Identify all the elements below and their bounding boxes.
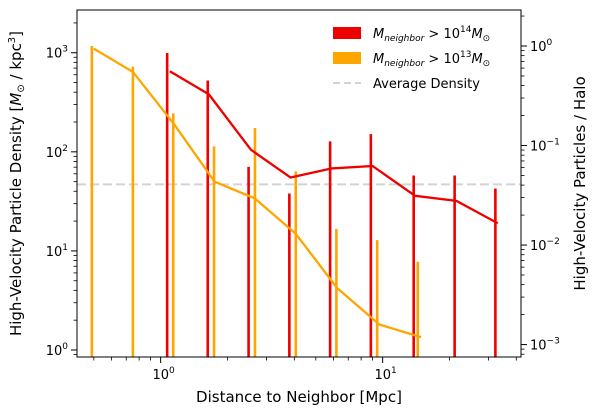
series-line-1	[93, 47, 422, 339]
y2-axis-label: High-Velocity Particles / Halo	[571, 76, 589, 290]
plot-frame	[76, 9, 522, 358]
y-tick-label-0-base: 10	[46, 344, 63, 359]
legend-subscript-1: neighbor	[384, 59, 425, 69]
x-tick-label-0: 100	[152, 366, 175, 383]
y-tick-label-2-exponent: 2	[62, 144, 68, 154]
y-axis-label-suffix: ]	[7, 31, 25, 37]
series-line-0	[169, 70, 499, 225]
y-axis-label-sun-subscript: ⊙	[16, 84, 27, 92]
y-tick-label-0: 100	[46, 342, 69, 359]
y2-tick-label-0: 10−3	[530, 337, 560, 354]
y2-tick-label-2-exponent: −1	[547, 138, 560, 148]
x-tick-label-0-base: 10	[152, 368, 169, 383]
y-tick-label-1: 101	[46, 243, 68, 260]
y2-tick-label-0-exponent: −3	[547, 337, 560, 347]
y-axis-label-unit: / kpc	[7, 43, 25, 84]
y2-tick-label-2-base: 10	[530, 140, 547, 155]
legend-subscript-0: neighbor	[384, 34, 425, 44]
chart-marks	[77, 45, 521, 357]
y-axis-label: High-Velocity Particle Density [M⊙ / kpc…	[7, 31, 27, 336]
y-tick-label-2-base: 10	[46, 146, 63, 161]
legend-swatch-1	[333, 52, 361, 64]
y-axis-label-exponent: 3	[7, 37, 18, 43]
legend-symbol-0: M	[373, 27, 384, 42]
legend-label-0: Mneighbor > 1014M⊙	[373, 25, 490, 44]
y2-tick-label-1-base: 10	[530, 239, 547, 254]
legend-label-2: Average Density	[373, 77, 480, 92]
legend-relation-0: > 10	[424, 27, 460, 42]
y-axis-label-symbol: M	[7, 93, 25, 106]
x-tick-label-1: 101	[374, 366, 396, 383]
y-tick-label-1-exponent: 1	[62, 243, 68, 253]
y-tick-label-3-exponent: 3	[62, 45, 68, 55]
x-axis-label: Distance to Neighbor [Mpc]	[196, 388, 402, 406]
legend: Mneighbor > 1014M⊙Mneighbor > 1013M⊙Aver…	[333, 25, 490, 92]
legend-unit-sub-0: ⊙	[483, 34, 491, 44]
y2-tick-label-3-exponent: 0	[547, 38, 553, 48]
legend-label-1: Mneighbor > 1013M⊙	[373, 50, 490, 69]
legend-symbol-1: M	[373, 52, 384, 67]
legend-unit-1: M	[471, 52, 482, 67]
y2-tick-label-0-base: 10	[530, 339, 547, 354]
x-tick-label-0-exponent: 0	[169, 366, 175, 376]
legend-swatch-0	[333, 27, 361, 39]
y2-tick-label-2: 10−1	[530, 138, 560, 155]
y-tick-label-3-base: 10	[46, 47, 63, 62]
legend-unit-0: M	[471, 27, 482, 42]
legend-exponent-1: 13	[460, 50, 471, 60]
y-tick-label-2: 102	[46, 144, 68, 161]
legend-unit-sub-1: ⊙	[483, 59, 491, 69]
y2-tick-label-3: 100	[530, 38, 553, 55]
x-tick-label-1-base: 10	[374, 368, 391, 383]
x-tick-label-1-exponent: 1	[391, 366, 397, 376]
legend-relation-1: > 10	[424, 52, 460, 67]
y2-tick-label-1-exponent: −2	[547, 237, 560, 247]
y-tick-label-0-exponent: 0	[62, 342, 68, 352]
y-axis-label-prefix: High-Velocity Particle Density [	[7, 106, 25, 336]
y-tick-label-3: 103	[46, 45, 68, 62]
y2-tick-label-1: 10−2	[530, 237, 560, 254]
y2-tick-label-3-base: 10	[530, 40, 547, 55]
legend-exponent-0: 14	[460, 25, 472, 35]
legend-text-2: Average Density	[373, 77, 480, 92]
y-tick-label-1-base: 10	[46, 245, 63, 260]
